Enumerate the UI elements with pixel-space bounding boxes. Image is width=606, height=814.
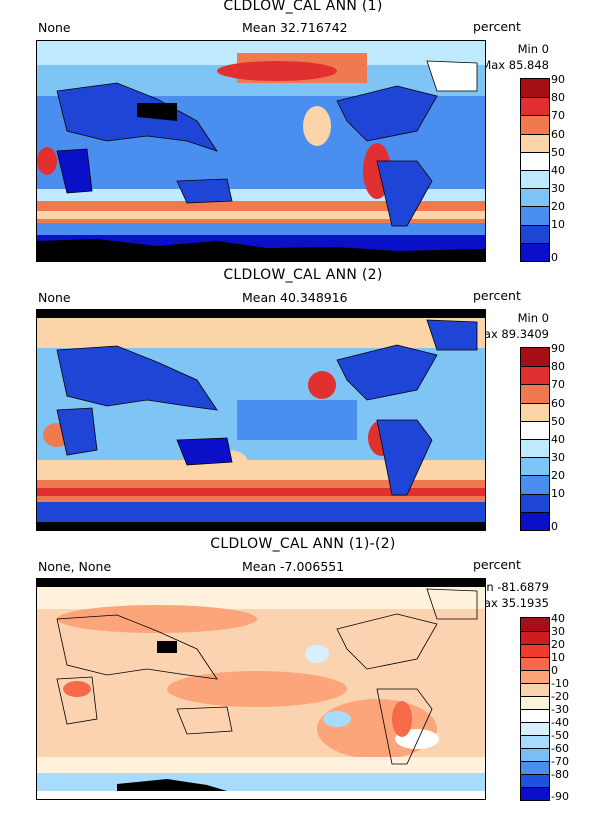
panel3-min-label: Min -81.6879 — [473, 580, 549, 594]
panel1-colorbar-tick: 10 — [551, 218, 565, 231]
panel3-colorbar-seg — [521, 748, 549, 761]
panel3-colorbar-seg — [521, 735, 549, 748]
panel3-units-label: percent — [473, 557, 521, 572]
panel1-colorbar-tick: 0 — [551, 251, 558, 264]
panel3-colorbar-seg — [521, 787, 549, 800]
panel1-colorbar-tick: 20 — [551, 200, 565, 213]
panel1-colorbar-seg — [521, 133, 549, 152]
panel1-colorbar — [520, 78, 550, 262]
panel3-map — [36, 578, 486, 800]
panel2-colorbar — [520, 347, 550, 531]
panel3-colorbar-seg — [521, 618, 549, 631]
panel3-colorbar-seg — [521, 683, 549, 696]
panel3-colorbar-tick: -50 — [551, 729, 569, 742]
panel2-units-label: percent — [473, 288, 521, 303]
panel2-colorbar-tick: 20 — [551, 469, 565, 482]
panel1-min-label: Min 0 — [517, 42, 549, 56]
panel1-colorbar-seg — [521, 97, 549, 116]
panel2-colorbar-seg — [521, 457, 549, 476]
panel2-colorbar-tick: 50 — [551, 415, 565, 428]
panel2-colorbar-seg — [521, 493, 549, 512]
panel2-max-label: Max 89.3409 — [474, 327, 549, 341]
panel1-colorbar-seg — [521, 79, 549, 98]
panel2-case-label: None — [38, 290, 71, 305]
panel3-colorbar-tick: -80 — [551, 768, 569, 781]
panel3-colorbar-tick: -60 — [551, 742, 569, 755]
panel2-colorbar-tick: 0 — [551, 520, 558, 533]
panel3-colorbar-tick: -90 — [551, 790, 569, 803]
panel2-colorbar-tick: 70 — [551, 378, 565, 391]
panel2-colorbar-seg — [521, 402, 549, 421]
panel3-title: CLDLOW_CAL ANN (1)-(2) — [210, 536, 396, 552]
panel3-colorbar-tick: -40 — [551, 716, 569, 729]
panel1-colorbar-tick: 70 — [551, 109, 565, 122]
panel2-colorbar-seg — [521, 384, 549, 403]
panel3-colorbar-seg — [521, 657, 549, 670]
panel3-colorbar-tick: -30 — [551, 703, 569, 716]
panel3-colorbar-tick: -10 — [551, 677, 569, 690]
panel2-map — [36, 309, 486, 531]
panel1-colorbar-seg — [521, 188, 549, 207]
panel1-colorbar-seg — [521, 224, 549, 243]
panel3-colorbar-tick: 0 — [551, 664, 558, 677]
panel3-mean-label: Mean -7.006551 — [242, 559, 345, 574]
panel2-colorbar-tick: 60 — [551, 397, 565, 410]
panel1-max-label: Max 85.848 — [481, 58, 549, 72]
panel2-colorbar-seg — [521, 438, 549, 458]
panel1-colorbar-seg — [521, 169, 549, 189]
panel3-colorbar-seg — [521, 774, 549, 787]
panel2-colorbar-tick: 80 — [551, 360, 565, 373]
panel1-colorbar-tick: 50 — [551, 146, 565, 159]
panel2-mean-label: Mean 40.348916 — [242, 290, 348, 305]
panel3-colorbar — [520, 617, 550, 801]
panel1-colorbar-seg — [521, 242, 549, 261]
panel1-colorbar-tick: 40 — [551, 164, 565, 177]
panel3-colorbar-seg — [521, 722, 549, 735]
panel1-colorbar-tick: 60 — [551, 128, 565, 141]
panel1-units-label: percent — [473, 19, 521, 34]
panel3-case-label: None, None — [38, 559, 112, 574]
panel1-case-label: None — [38, 20, 71, 35]
panel2-colorbar-seg — [521, 366, 549, 385]
panel3-colorbar-tick: -70 — [551, 755, 569, 768]
panel2-colorbar-tick: 40 — [551, 433, 565, 446]
panel3-max-label: Max 35.1935 — [474, 596, 549, 610]
panel3-colorbar-tick: 30 — [551, 625, 565, 638]
panel1-title: CLDLOW_CAL ANN (1) — [223, 0, 383, 14]
panel3-colorbar-tick: 40 — [551, 612, 565, 625]
panel1-colorbar-seg — [521, 206, 549, 225]
panel2-colorbar-seg — [521, 511, 549, 530]
panel1-colorbar-tick: 90 — [551, 73, 565, 86]
panel3-colorbar-seg — [521, 761, 549, 774]
panel3-colorbar-seg — [521, 670, 549, 683]
panel2-colorbar-tick: 10 — [551, 487, 565, 500]
panel1-map — [36, 40, 486, 262]
panel2-colorbar-tick: 90 — [551, 342, 565, 355]
panel3-colorbar-tick: 10 — [551, 651, 565, 664]
panel2-colorbar-seg — [521, 475, 549, 494]
panel3-colorbar-tick: 20 — [551, 638, 565, 651]
panel1-colorbar-tick: 30 — [551, 182, 565, 195]
panel2-colorbar-tick: 30 — [551, 451, 565, 464]
panel2-min-label: Min 0 — [517, 311, 549, 325]
panel3-colorbar-seg — [521, 709, 549, 722]
panel3-colorbar-seg — [521, 631, 549, 644]
panel2-title: CLDLOW_CAL ANN (2) — [223, 267, 383, 283]
panel2-colorbar-seg — [521, 348, 549, 367]
panel1-colorbar-tick: 80 — [551, 91, 565, 104]
panel3-colorbar-tick: -20 — [551, 690, 569, 703]
panel1-colorbar-seg — [521, 115, 549, 134]
panel1-mean-label: Mean 32.716742 — [242, 20, 348, 35]
panel1-colorbar-seg — [521, 151, 549, 170]
panel3-colorbar-seg — [521, 644, 549, 657]
panel3-colorbar-seg — [521, 696, 549, 709]
panel2-colorbar-seg — [521, 420, 549, 439]
